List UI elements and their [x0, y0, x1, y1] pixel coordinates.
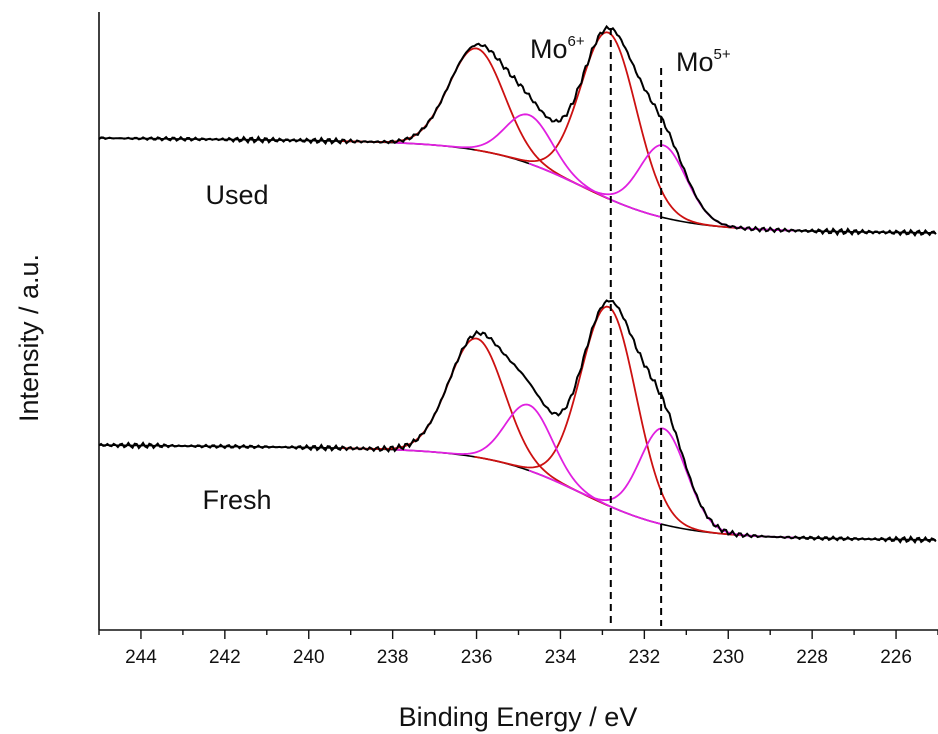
- x-tick-label: 232: [628, 647, 660, 668]
- x-axis-title: Binding Energy / eV: [399, 702, 638, 732]
- mo5-fit-peak: [394, 403, 662, 525]
- x-tick-label: 236: [461, 647, 493, 668]
- x-tick-label: 228: [796, 647, 828, 668]
- x-tick-label: 244: [125, 647, 157, 668]
- panel-label: Fresh: [202, 485, 271, 515]
- envelope-curve: [98, 299, 937, 545]
- x-tick-label: 240: [293, 647, 325, 668]
- reference-label: Mo5+: [676, 46, 731, 77]
- mo6-fit-peak: [474, 31, 741, 230]
- plot-area: 244 242 240 238 236 234 232 230 228 226 Used Fresh…: [98, 12, 938, 668]
- annotations: Used Fresh Mo6+ Mo5+: [202, 33, 730, 515]
- x-tick-label: 230: [712, 647, 744, 668]
- x-tick-label: 226: [880, 647, 912, 668]
- panel-used: [98, 24, 937, 237]
- mo6-fit-peak: [342, 337, 610, 507]
- x-tick-label: 238: [377, 647, 409, 668]
- x-tick-label: 234: [545, 647, 577, 668]
- x-axis-ticks: 244 242 240 238 236 234 232 230 228 226: [98, 630, 938, 668]
- reference-lines: [609, 28, 663, 626]
- mo5-fit-peak: [528, 427, 796, 539]
- x-tick-label: 242: [209, 647, 241, 668]
- spectra: [98, 24, 937, 545]
- envelope-curve: [98, 24, 937, 237]
- y-axis-title: Intensity / a.u.: [14, 254, 44, 422]
- panel-fresh: [98, 299, 937, 545]
- panel-label: Used: [205, 180, 268, 210]
- reference-label: Mo6+: [530, 33, 585, 64]
- mo6-fit-peak: [474, 305, 741, 537]
- mo5-fit-peak: [394, 113, 662, 218]
